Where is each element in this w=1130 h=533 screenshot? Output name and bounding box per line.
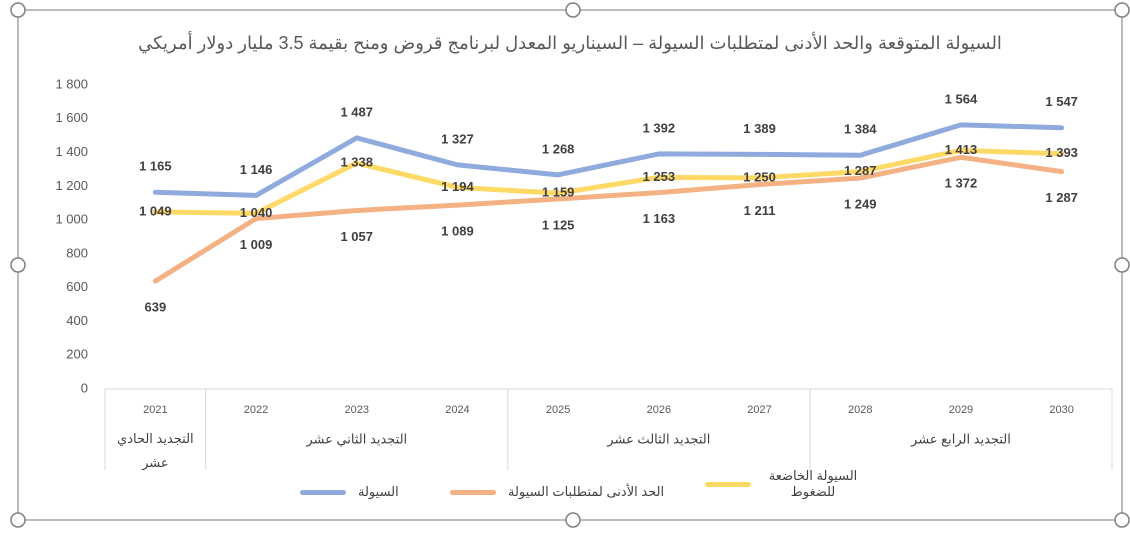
- legend-label: السيولة: [358, 484, 399, 499]
- data-label: 1 372: [945, 176, 978, 191]
- legend-item: السيولة: [300, 484, 399, 500]
- data-label: 1 165: [139, 159, 172, 174]
- legend-item: الحد الأدنى لمتطلبات السيولة: [450, 484, 664, 500]
- group-label-line: التجديد الحادي: [117, 431, 194, 446]
- data-label: 639: [144, 300, 166, 315]
- legend-swatch: [705, 481, 751, 487]
- group-label: التجديد الحادي عشر: [117, 431, 194, 471]
- y-tick-label: 1 000: [55, 212, 88, 227]
- data-label: 1 487: [340, 104, 373, 119]
- y-tick-label: 1 800: [55, 76, 88, 91]
- y-tick-label: 600: [66, 279, 88, 294]
- x-tick-label: 2027: [747, 404, 771, 416]
- data-label: 1 338: [340, 154, 373, 169]
- group-label: التجديد الثالث عشر: [606, 431, 710, 447]
- group-label: التجديد الرابع عشر: [910, 431, 1011, 447]
- data-label: 1 389: [743, 121, 776, 136]
- y-tick-label: 1 600: [55, 110, 88, 125]
- y-tick-label: 1 200: [55, 178, 88, 193]
- data-label: 1 211: [744, 203, 776, 218]
- data-label: 1 040: [240, 205, 273, 220]
- y-tick-label: 1 400: [55, 144, 88, 159]
- y-tick-label: 800: [66, 245, 88, 260]
- data-label: 1 327: [441, 131, 474, 146]
- x-tick-label: 2024: [445, 404, 469, 416]
- series-line: [152, 154, 1065, 284]
- data-label: 1 249: [844, 196, 877, 211]
- x-tick-label: 2022: [244, 404, 268, 416]
- series-line: [152, 122, 1065, 198]
- x-tick-label: 2021: [143, 404, 167, 416]
- series-line: [152, 147, 1065, 216]
- data-label: 1 146: [240, 162, 273, 177]
- chart-title: السيولة المتوقعة والحد الأدنى لمتطلبات ا…: [138, 33, 1002, 53]
- x-tick-label: 2030: [1049, 404, 1073, 416]
- y-tick-label: 0: [81, 380, 88, 395]
- x-tick-label: 2026: [647, 404, 671, 416]
- data-label: 1 159: [542, 185, 575, 200]
- resize-handles[interactable]: [10, 2, 1130, 528]
- group-label-line: عشر: [141, 455, 169, 471]
- x-tick-label: 2028: [848, 404, 872, 416]
- legend-swatch: [450, 489, 496, 495]
- data-label: 1 194: [441, 179, 474, 194]
- x-tick-label: 2025: [546, 404, 570, 416]
- group-label: التجديد الثاني عشر: [305, 431, 407, 447]
- legend-label: السيولة الخاضعة للضغوط: [768, 468, 858, 499]
- x-tick-label: 2029: [949, 404, 973, 416]
- data-label: 1 564: [945, 91, 978, 106]
- data-label: 1 125: [542, 217, 575, 232]
- data-label: 1 287: [1045, 190, 1078, 205]
- data-label: 1 393: [1045, 145, 1078, 160]
- y-tick-label: 400: [66, 313, 88, 328]
- data-label: 1 009: [240, 237, 273, 252]
- data-label: 1 049: [139, 203, 172, 218]
- legend-swatch: [300, 489, 346, 495]
- data-label: 1 268: [542, 141, 575, 156]
- data-label: 1 384: [844, 122, 877, 137]
- data-label: 1 163: [643, 211, 676, 226]
- data-label: 1 392: [643, 120, 676, 135]
- data-label: 1 287: [844, 163, 877, 178]
- data-label: 1 089: [441, 224, 474, 239]
- legend-item: السيولة الخاضعة للضغوط: [705, 468, 863, 500]
- x-tick-label: 2023: [345, 404, 369, 416]
- data-label: 1 250: [743, 169, 776, 184]
- y-tick-label: 200: [66, 347, 88, 362]
- data-label: 1 253: [643, 169, 676, 184]
- legend-label: الحد الأدنى لمتطلبات السيولة: [508, 484, 665, 499]
- data-label: 1 547: [1045, 94, 1078, 109]
- data-label: 1 413: [945, 142, 978, 157]
- data-label: 1 057: [340, 229, 373, 244]
